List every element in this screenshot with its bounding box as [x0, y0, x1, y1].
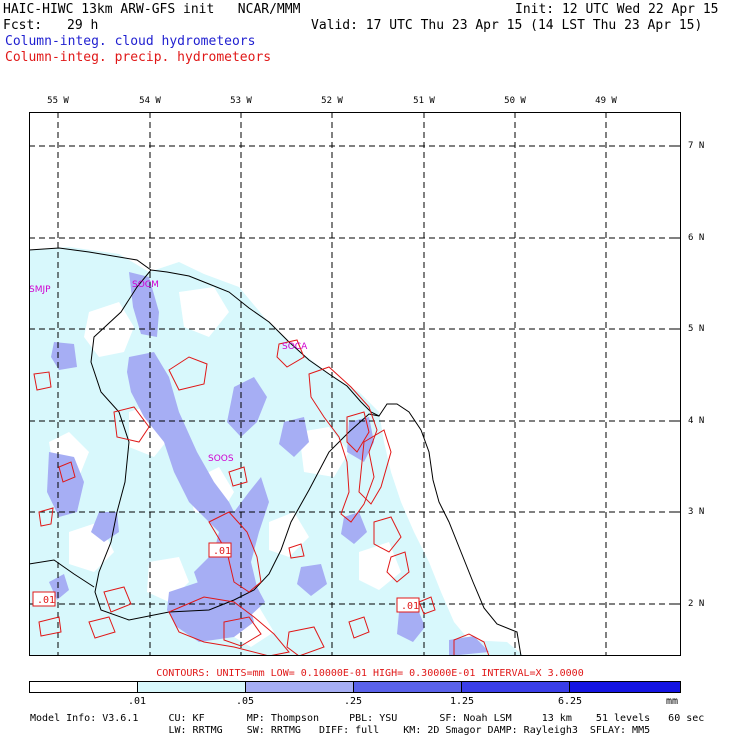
- forecast-label: Fcst:: [3, 18, 43, 33]
- lon-label: 55 W: [47, 96, 69, 106]
- colorbar-unit: mm: [665, 696, 679, 707]
- lon-label: 53 W: [230, 96, 252, 106]
- model-info-line1: Model Info: V3.6.1 CU: KF MP: Thompson P…: [30, 713, 705, 724]
- contour-value-label: .01: [37, 595, 55, 606]
- precip-contours: [33, 339, 490, 656]
- field-label-precip: Column-integ. precip. hydrometeors: [5, 50, 272, 65]
- contour-value-label: .01: [401, 601, 419, 612]
- contour-value-label: .01: [213, 546, 231, 557]
- lon-label: 49 W: [595, 96, 617, 106]
- init-time: Init: 12 UTC Wed 22 Apr 15: [515, 2, 719, 17]
- colorbar-tick: .01: [127, 696, 147, 707]
- valid-time: Valid: 17 UTC Thu 23 Apr 15 (14 LST Thu …: [311, 18, 703, 33]
- lat-lon-grid: [29, 112, 681, 656]
- contour-label-box: [32, 542, 420, 613]
- plot-title: HAIC-HIWC 13km ARW-GFS init NCAR/MMM: [3, 2, 301, 17]
- model-info-line2: LW: RRTMG SW: RRTMG DIFF: full KM: 2D Sm…: [30, 725, 651, 736]
- station-label: SOCA: [282, 342, 308, 352]
- lat-label: 6 N: [688, 233, 705, 243]
- lat-label: 7 N: [688, 141, 705, 151]
- lat-label: 2 N: [688, 599, 705, 609]
- coastline-borders: [29, 247, 522, 656]
- cloud-fill-medium: [47, 272, 489, 656]
- forecast-hour: 29 h: [67, 18, 99, 33]
- lat-label: 4 N: [688, 416, 705, 426]
- station-label: SMJP: [29, 285, 51, 295]
- map-panel: .01 .01 .01 SMJP SOCM SOCA SOOS: [29, 112, 681, 656]
- color-bar: [29, 681, 681, 693]
- lat-label: 3 N: [688, 507, 705, 517]
- contour-info: CONTOURS: UNITS=mm LOW= 0.10000E-01 HIGH…: [156, 668, 584, 679]
- colorbar-tick: 6.25: [557, 696, 583, 707]
- station-label: SOCM: [132, 280, 159, 290]
- lon-label: 51 W: [413, 96, 435, 106]
- colorbar-tick: .05: [235, 696, 255, 707]
- colorbar-tick: .25: [343, 696, 363, 707]
- lat-label: 5 N: [688, 324, 705, 334]
- lon-label: 52 W: [321, 96, 343, 106]
- station-label: SOOS: [208, 454, 234, 464]
- field-label-cloud: Column-integ. cloud hydrometeors: [5, 34, 256, 49]
- lon-label: 50 W: [504, 96, 526, 106]
- colorbar-tick: 1.25: [449, 696, 475, 707]
- lon-label: 54 W: [139, 96, 161, 106]
